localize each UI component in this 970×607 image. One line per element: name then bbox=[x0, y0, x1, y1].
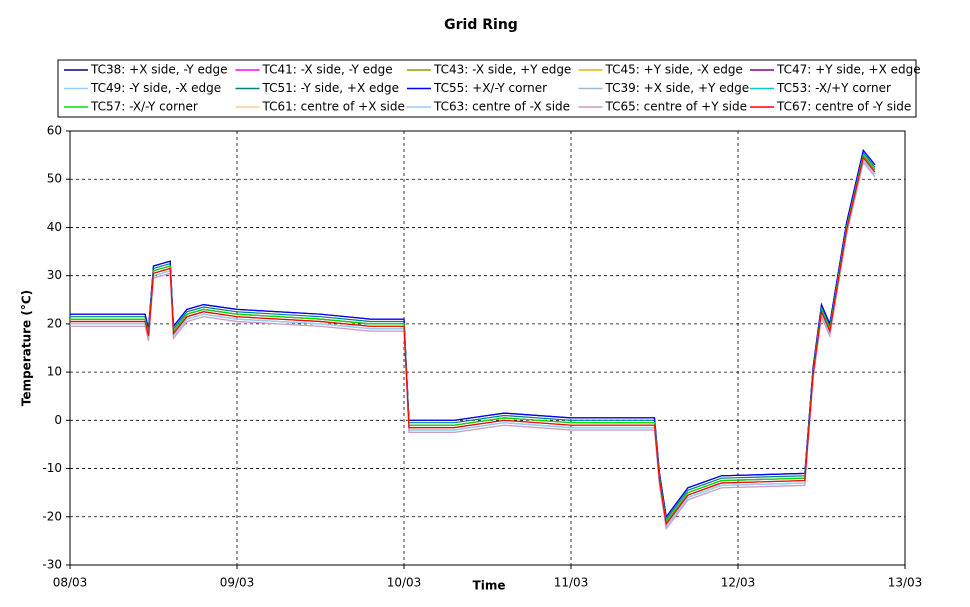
chart-title: Grid Ring bbox=[444, 17, 518, 33]
legend-label: TC55: +X/-Y corner bbox=[433, 81, 547, 95]
legend-label: TC67: centre of -Y side bbox=[776, 100, 911, 114]
x-tick-label: 10/03 bbox=[387, 576, 422, 590]
y-tick-label: 20 bbox=[47, 316, 62, 330]
plot-frame bbox=[69, 130, 906, 566]
y-axis-label: Temperature (°C) bbox=[20, 290, 34, 406]
legend-label: TC39: +X side, +Y edge bbox=[605, 81, 750, 95]
y-tick-label: -20 bbox=[42, 509, 62, 523]
legend-label: TC65: centre of +Y side bbox=[605, 100, 747, 114]
y-tick-label: 40 bbox=[47, 220, 62, 234]
legend-label: TC49: -Y side, -X edge bbox=[90, 81, 221, 95]
x-tick-label: 09/03 bbox=[220, 576, 255, 590]
plot-area bbox=[70, 131, 905, 565]
legend-label: TC51: -Y side, +X edge bbox=[262, 81, 400, 95]
x-tick-label: 11/03 bbox=[554, 576, 589, 590]
legend-label: TC47: +Y side, +X edge bbox=[776, 63, 921, 77]
y-tick-label: 60 bbox=[47, 124, 62, 138]
y-tick-label: 30 bbox=[47, 268, 62, 282]
y-tick-label: 0 bbox=[54, 413, 62, 427]
legend-label: TC41: -X side, -Y edge bbox=[262, 63, 393, 77]
series-line bbox=[70, 156, 876, 526]
legend-label: TC43: -X side, +Y edge bbox=[433, 63, 571, 77]
y-tick-label: -10 bbox=[42, 461, 62, 475]
y-tick-label: -30 bbox=[42, 558, 62, 572]
legend-label: TC61: centre of +X side bbox=[262, 100, 405, 114]
legend-label: TC63: centre of -X side bbox=[433, 100, 570, 114]
x-axis-label: Time bbox=[473, 579, 506, 593]
legend-label: TC45: +Y side, -X edge bbox=[605, 63, 743, 77]
legend-label: TC38: +X side, -Y edge bbox=[90, 63, 228, 77]
x-tick-label: 12/03 bbox=[721, 576, 756, 590]
legend-label: TC57: -X/-Y corner bbox=[90, 100, 198, 114]
x-tick-label: 08/03 bbox=[53, 576, 88, 590]
y-tick-label: 10 bbox=[47, 365, 62, 379]
x-tick-label: 13/03 bbox=[888, 576, 923, 590]
y-tick-label: 50 bbox=[47, 172, 62, 186]
legend-label: TC53: -X/+Y corner bbox=[776, 81, 891, 95]
